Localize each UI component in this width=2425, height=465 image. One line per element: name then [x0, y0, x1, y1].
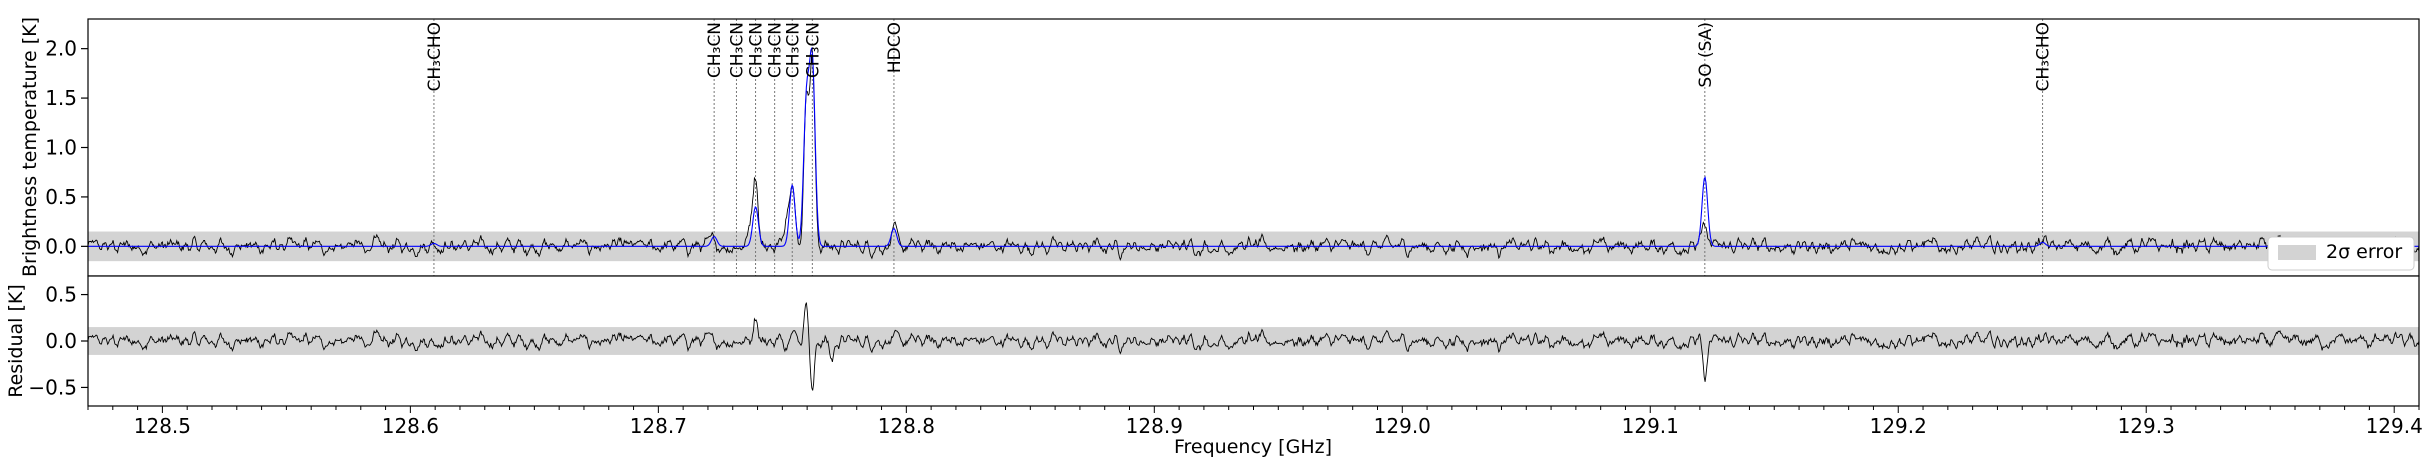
- legend-label: 2σ error: [2326, 241, 2402, 263]
- bottom-y-tick-label-0: −0.5: [28, 375, 77, 399]
- molecule-label-5: CH₃CN: [783, 22, 803, 78]
- x-tick-label-4: 128.9: [1126, 414, 1183, 438]
- molecule-label-6: CH₃CN: [803, 22, 823, 78]
- top-y-axis-title: Brightness temperature [K]: [19, 17, 41, 277]
- top-y-tick-label-3: 1.5: [45, 86, 77, 110]
- bottom-y-tick-label-1: 0.0: [45, 329, 77, 353]
- molecule-label-9: CH₃CHO: [2034, 22, 2054, 92]
- molecule-label-0: CH₃CHO: [425, 22, 445, 92]
- molecule-label-1: CH₃CN: [705, 22, 725, 78]
- x-tick-label-1: 128.6: [382, 414, 439, 438]
- top-y-tick-label-4: 2.0: [45, 37, 77, 61]
- x-tick-label-3: 128.8: [878, 414, 935, 438]
- x-tick-label-5: 129.0: [1374, 414, 1431, 438]
- model-spectrum-line: [88, 47, 2419, 247]
- bottom-panel: −0.5 0.0 0.5 128.5 128.6 128.7 128.8 128.9 129.…: [5, 275, 2423, 458]
- bottom-error-band: [88, 327, 2419, 355]
- top-y-tick-label-0: 0.0: [45, 234, 77, 258]
- legend: 2σ error: [2267, 236, 2415, 271]
- molecule-label-2: CH₃CN: [727, 22, 747, 78]
- x-tick-label-7: 129.2: [1870, 414, 1927, 438]
- x-axis-title: Frequency [GHz]: [1174, 436, 1332, 458]
- top-y-tick-label-1: 0.5: [45, 185, 77, 209]
- x-tick-label-6: 129.1: [1622, 414, 1679, 438]
- molecule-label-8: SO (SA): [1696, 22, 1716, 88]
- top-y-tick-label-2: 1.0: [45, 136, 77, 160]
- molecule-label-4: CH₃CN: [766, 22, 786, 78]
- x-tick-label-0: 128.5: [134, 414, 191, 438]
- line-marker-guides: [433, 19, 2044, 276]
- bottom-y-ticks: −0.5 0.0 0.5: [28, 283, 88, 399]
- x-tick-label-9: 129.4: [2366, 414, 2423, 438]
- bottom-panel-frame: [87, 275, 2420, 407]
- bottom-y-tick-label-2: 0.5: [45, 283, 77, 307]
- residual-line: [87, 302, 2420, 391]
- legend-swatch: [2278, 245, 2316, 260]
- x-tick-label-8: 129.3: [2118, 414, 2175, 438]
- top-y-ticks: 0.0 0.5 1.0 1.5 2.0: [45, 37, 88, 258]
- molecule-label-7: HDCO: [885, 22, 905, 73]
- bottom-y-axis-title: Residual [K]: [5, 284, 27, 398]
- x-tick-label-2: 128.7: [630, 414, 687, 438]
- molecule-label-3: CH₃CN: [747, 22, 767, 78]
- bottom-x-ticks: 128.5 128.6 128.7 128.8 128.9 129.0 129.1 129.2…: [87, 406, 2423, 438]
